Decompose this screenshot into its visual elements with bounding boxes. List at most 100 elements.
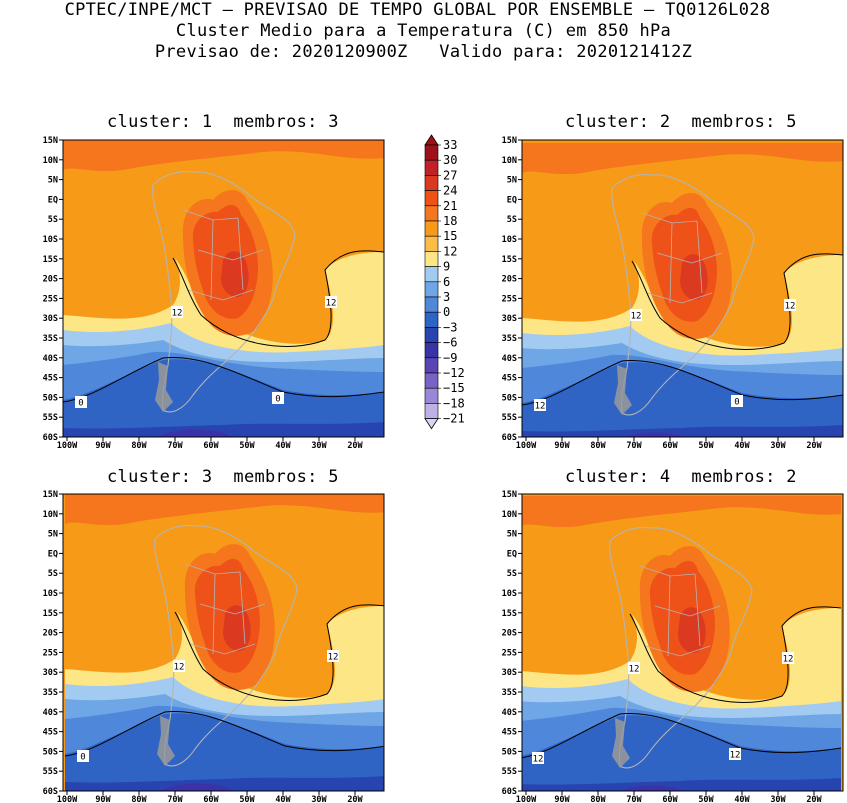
lat-tick-label: 30S xyxy=(502,314,517,324)
lat-tick-label: 45S xyxy=(502,728,517,738)
colorbar-label: 6 xyxy=(443,275,450,289)
lon-tick-label: 70W xyxy=(626,441,642,451)
contour-12 xyxy=(629,606,842,703)
colorbar-swatch xyxy=(424,220,439,237)
colorbar-top-arrow xyxy=(424,134,439,146)
colorbar-swatch xyxy=(424,235,439,252)
lat-tick-label: 15N xyxy=(43,136,58,146)
lon-tick-label: 80W xyxy=(131,441,147,451)
panel-title-4: cluster: 4 membros: 2 xyxy=(565,467,797,487)
colorbar-swatch xyxy=(424,159,439,176)
map-frame xyxy=(62,493,385,792)
lat-tick-label: 45S xyxy=(43,728,58,738)
contour-label-box xyxy=(630,309,642,321)
colorbar-swatch xyxy=(424,327,439,343)
coastline xyxy=(154,525,298,767)
lon-tick-label: 80W xyxy=(131,795,147,803)
contour-label-box xyxy=(731,395,743,407)
lat-tick-label: 15N xyxy=(502,136,517,146)
lon-tick-label: 50W xyxy=(239,441,255,451)
contour-label-box xyxy=(325,296,337,308)
temperature-band-18-21 xyxy=(63,140,384,172)
lon-tick-label: 100W xyxy=(57,441,78,451)
lat-tick-label: 10N xyxy=(502,156,517,166)
lat-tick-label: 35S xyxy=(502,334,517,344)
colorbar-label: 3 xyxy=(443,290,450,304)
lat-tick-label: 35S xyxy=(43,334,58,344)
header-line-1: CPTEC/INPE/MCT – PREVISAO DE TEMPO GLOBA… xyxy=(64,0,771,20)
lat-tick-label: 15S xyxy=(502,609,517,619)
lat-tick-label: 10N xyxy=(43,156,58,166)
temperature-band-18-21 xyxy=(522,143,843,175)
contour-label-box xyxy=(628,662,640,674)
contour-0 xyxy=(522,360,843,406)
colorbar-label: 21 xyxy=(443,199,457,213)
panel-title-3: cluster: 3 membros: 5 xyxy=(107,467,339,487)
contour-label-box xyxy=(532,752,544,764)
colorbar-swatch xyxy=(424,342,439,359)
lon-tick-label: 30W xyxy=(770,441,786,451)
lon-tick-label: 30W xyxy=(311,441,327,451)
lat-tick-label: 45S xyxy=(502,374,517,384)
colorbar-label: 0 xyxy=(443,305,450,319)
lon-tick-label: 70W xyxy=(167,795,183,803)
lat-tick-label: 15S xyxy=(43,255,58,265)
map-panel-2: 12 12 12 0 15N 10N 5N EQ 5S 10S 15S 20S 25S 30S 35S 40S… xyxy=(502,136,844,451)
lon-tick-label: 80W xyxy=(590,795,606,803)
lon-tick-label: 90W xyxy=(95,795,111,803)
contour-12 xyxy=(174,604,384,701)
contour-label: 12 xyxy=(629,665,640,675)
contour-label: 0 xyxy=(78,399,83,409)
colorbar-swatch xyxy=(424,205,439,222)
temperature-band-minus6-minus3 xyxy=(522,778,841,791)
temperature-band-minus9-minus6 xyxy=(160,783,235,791)
lon-tick-label: 80W xyxy=(590,441,606,451)
lat-tick-label: 60S xyxy=(43,433,58,443)
lat-tick-label: 10S xyxy=(43,235,58,245)
patagonia-islands xyxy=(612,718,630,768)
temperature-band-minus3-0 xyxy=(65,713,384,791)
lat-tick-label: 5N xyxy=(48,530,58,540)
map-frame xyxy=(521,493,844,792)
lon-tick-label: 100W xyxy=(57,795,78,803)
colorbar-swatch xyxy=(424,357,439,374)
lon-tick-label: 50W xyxy=(698,795,714,803)
lat-tick-label: 40S xyxy=(43,354,58,364)
lon-tick-label: 70W xyxy=(626,795,642,803)
lat-tick-label: EQ xyxy=(48,549,58,559)
lat-tick-label: 30S xyxy=(502,668,517,678)
contour-label: 12 xyxy=(172,309,183,319)
lon-tick-label: 90W xyxy=(554,795,570,803)
contour-label: 12 xyxy=(631,312,642,322)
contour-0 xyxy=(63,357,384,403)
contour-label-box xyxy=(784,299,796,311)
lat-tick-label: 30S xyxy=(43,314,58,324)
temperature-band-24-27 xyxy=(678,607,706,653)
lat-tick-label: EQ xyxy=(507,549,517,559)
colorbar-label: 12 xyxy=(443,244,457,258)
colorbar-label: 18 xyxy=(443,214,457,228)
lon-tick-label: 60W xyxy=(662,795,678,803)
country-borders xyxy=(184,563,266,655)
lat-tick-label: 55S xyxy=(502,413,517,423)
lon-tick-label: 70W xyxy=(167,441,183,451)
lat-tick-label: 5N xyxy=(507,176,517,186)
contour-label: 12 xyxy=(783,655,794,665)
map-panel-1: 12 12 0 0 15N 10N 5N EQ 5S 10S 15S 20S 25S 30S 35S 40S 4… xyxy=(43,136,385,451)
panel-title-2: cluster: 2 membros: 5 xyxy=(565,112,797,132)
contour-label-box xyxy=(534,399,546,411)
lat-tick-label: 25S xyxy=(502,294,517,304)
coastline xyxy=(152,171,296,413)
contour-0 xyxy=(522,713,842,759)
colorbar-swatch xyxy=(424,190,439,207)
colorbar-swatch xyxy=(424,175,439,191)
contour-label: 12 xyxy=(785,302,796,312)
contour-label-box xyxy=(272,392,284,404)
lon-tick-label: 90W xyxy=(554,441,570,451)
contour-label: 12 xyxy=(174,663,185,673)
lat-tick-label: 5S xyxy=(507,215,517,225)
country-borders xyxy=(639,565,721,657)
lon-tick-label: 30W xyxy=(770,795,786,803)
